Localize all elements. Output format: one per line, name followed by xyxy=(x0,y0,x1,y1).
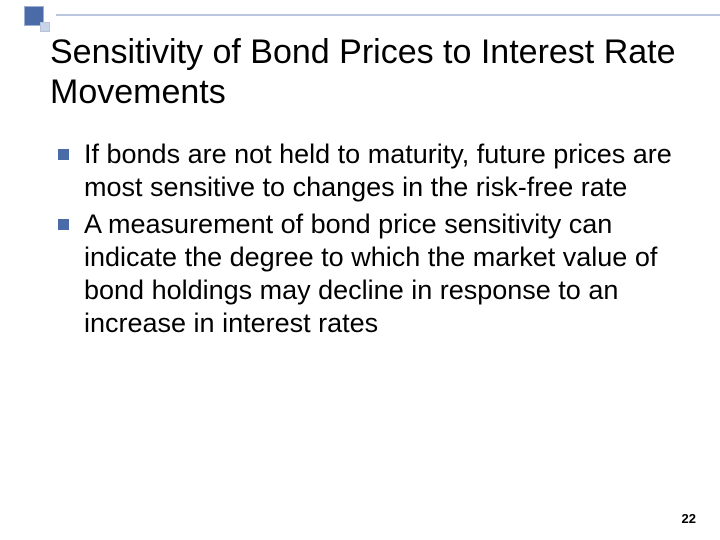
decor-square-small xyxy=(40,22,50,32)
slide-content: Sensitivity of Bond Prices to Interest R… xyxy=(50,32,692,344)
bullet-item: If bonds are not held to maturity, futur… xyxy=(58,138,692,204)
slide-title: Sensitivity of Bond Prices to Interest R… xyxy=(50,32,692,112)
bullet-list: If bonds are not held to maturity, futur… xyxy=(50,138,692,340)
page-number: 22 xyxy=(682,511,696,526)
decor-line xyxy=(56,14,720,16)
bullet-item: A measurement of bond price sensitivity … xyxy=(58,208,692,340)
